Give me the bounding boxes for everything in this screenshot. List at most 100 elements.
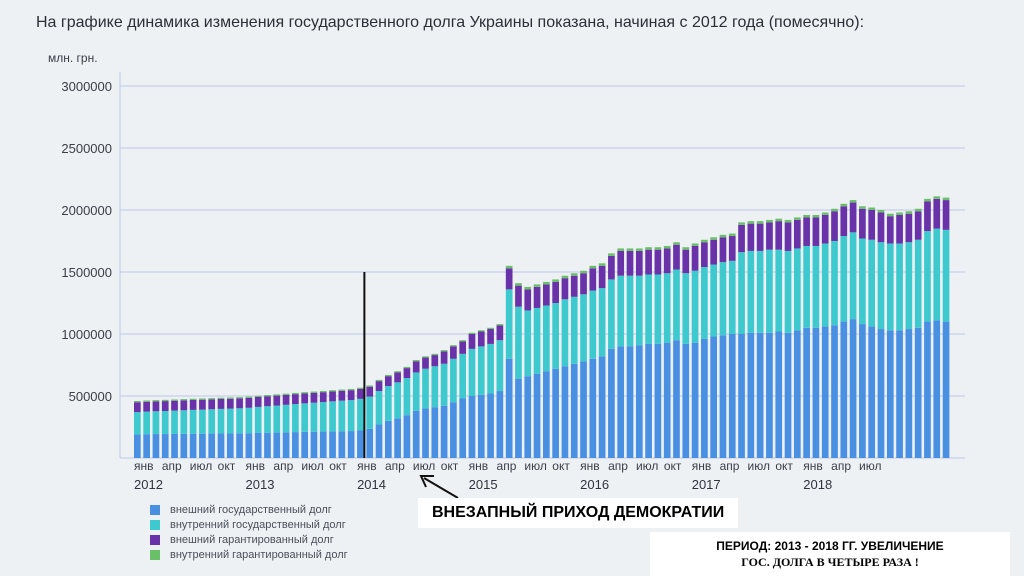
bar-segment-internal-state [812, 245, 820, 328]
bar-segment-internal-state [877, 242, 885, 330]
bar-segment-external-guaranteed [580, 273, 587, 295]
bar-segment-internal-state [543, 305, 550, 372]
bar-segment-internal-state [394, 382, 401, 419]
legend-item-external-guaranteed: внешний гарантированный долг [150, 532, 348, 547]
bar-segment-external-state [384, 420, 392, 458]
bar-segment-external-guaranteed [189, 399, 197, 410]
bar-segment-internal-state [942, 229, 950, 322]
bar-segment-external-state [543, 371, 550, 458]
bar-segment-external-guaranteed [310, 392, 318, 403]
bar-segment-external-state [654, 343, 662, 458]
bar-segment-external-state [942, 321, 950, 458]
bar-segment-internal-state [505, 289, 513, 359]
bar-segment-external-state [617, 346, 625, 458]
bar-segment-internal-state [701, 267, 708, 339]
bar-segment-external-state [310, 431, 318, 458]
bar-segment-internal-state [292, 404, 299, 433]
bar-segment-external-guaranteed [561, 278, 569, 300]
bar-segment-external-guaranteed [375, 381, 383, 392]
bar-segment-external-guaranteed [468, 334, 476, 349]
year-label: 2017 [692, 477, 721, 492]
bar-segment-internal-state [803, 245, 810, 328]
year-label: 2013 [246, 477, 275, 492]
bar-segment-external-state [914, 327, 922, 458]
legend-label-external-state: внешний государственный долг [170, 503, 332, 516]
bar-segment-external-guaranteed [617, 250, 625, 276]
bar-segment-external-guaranteed [877, 212, 885, 243]
x-tick-label: окт [775, 459, 793, 473]
bar-segment-internal-guaranteed [896, 212, 903, 215]
bar-segment-internal-guaranteed [487, 327, 494, 330]
bar-segment-internal-state [347, 400, 355, 432]
bar-segment-internal-state [598, 288, 606, 357]
bar-segment-external-guaranteed [357, 388, 364, 399]
bar-segment-internal-state [589, 290, 597, 359]
bar-segment-external-state [189, 433, 197, 458]
bar-segment-external-guaranteed [459, 341, 467, 354]
bar-segment-external-guaranteed [347, 390, 355, 401]
bar-segment-external-guaranteed [515, 285, 522, 307]
bar-segment-external-state [338, 431, 346, 458]
bar-segment-internal-state [440, 363, 448, 406]
y-tick-label: 2000000 [61, 203, 112, 218]
bar-segment-internal-guaranteed [654, 247, 662, 250]
bar-segment-external-state [561, 366, 569, 458]
bar-segment-internal-guaranteed [608, 253, 615, 256]
bar-segment-internal-state [663, 273, 671, 343]
bar-segment-internal-guaranteed [710, 237, 718, 240]
bar-segment-internal-state [134, 412, 141, 435]
bar-segment-external-guaranteed [366, 386, 374, 397]
bar-segment-external-guaranteed [905, 213, 913, 243]
bar-segment-external-state [589, 358, 597, 458]
y-tick-label: 2500000 [61, 141, 112, 156]
bar-segment-external-state [812, 327, 820, 458]
bar-segment-internal-state [477, 346, 485, 395]
bar-segment-external-state [199, 433, 206, 458]
bar-segment-internal-state [914, 239, 922, 328]
bar-segment-internal-guaranteed [552, 279, 559, 282]
bar-segment-internal-guaranteed [859, 206, 866, 209]
bar-segment-external-guaranteed [793, 219, 801, 249]
bar-segment-internal-guaranteed [719, 234, 727, 238]
democracy-annotation: ВНЕЗАПНЫЙ ПРИХОД ДЕМОКРАТИИ [418, 498, 739, 528]
bar-segment-external-state [738, 334, 745, 458]
bar-segment-internal-state [905, 242, 913, 330]
bar-segment-internal-guaranteed [254, 395, 262, 397]
bar-segment-internal-guaranteed [831, 208, 838, 212]
bar-segment-internal-guaranteed [570, 273, 578, 276]
bar-segment-external-guaranteed [403, 368, 411, 379]
bar-segment-internal-state [710, 264, 718, 337]
bar-segment-external-guaranteed [626, 250, 634, 276]
x-tick-label: окт [441, 459, 459, 473]
x-tick-label: июл [190, 459, 212, 473]
bar-segment-internal-state [208, 409, 216, 434]
bar-segment-internal-state [468, 348, 476, 396]
bar-segment-internal-guaranteed [199, 398, 206, 400]
bar-segment-external-guaranteed [775, 221, 783, 250]
bar-segment-external-guaranteed [914, 211, 922, 240]
bar-segment-internal-guaranteed [431, 353, 439, 356]
bar-segment-external-state [273, 432, 281, 458]
bar-segment-internal-state [338, 400, 346, 432]
bar-segment-external-guaranteed [608, 255, 615, 280]
bar-segment-external-guaranteed [171, 400, 178, 411]
bar-segment-internal-guaranteed [292, 392, 299, 395]
bar-segment-internal-guaranteed [134, 400, 141, 403]
bar-segment-internal-guaranteed [645, 247, 652, 250]
bar-segment-external-guaranteed [589, 268, 597, 291]
bar-segment-external-guaranteed [384, 376, 392, 387]
bar-segment-internal-guaranteed [766, 219, 773, 223]
bar-segment-external-state [477, 394, 485, 458]
bar-segment-external-guaranteed [477, 331, 485, 347]
bar-segment-internal-guaranteed [738, 222, 745, 225]
bar-segment-internal-state [673, 269, 680, 341]
bar-segment-external-guaranteed [412, 361, 420, 373]
bar-segment-internal-state [171, 410, 178, 434]
bar-segment-internal-state [375, 391, 383, 425]
bar-segment-internal-state [775, 249, 783, 332]
bar-segment-external-state [877, 329, 885, 458]
bar-segment-internal-state [626, 275, 634, 347]
bar-segment-internal-state [199, 409, 206, 434]
bar-segment-external-state [468, 396, 476, 458]
bar-segment-internal-guaranteed [394, 371, 401, 373]
